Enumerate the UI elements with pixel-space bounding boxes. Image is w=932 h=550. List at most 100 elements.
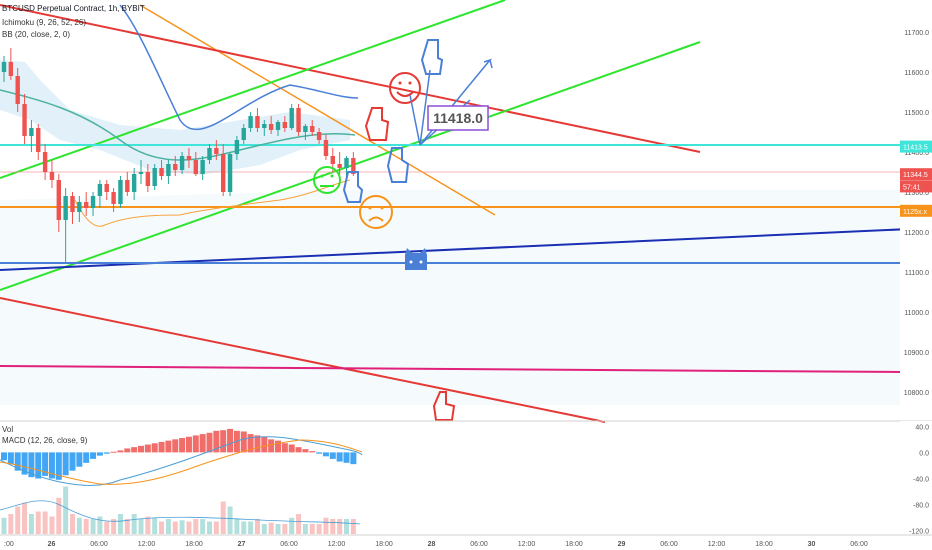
macd-tick-label: -40.0	[913, 477, 929, 484]
volume-bar	[248, 521, 254, 534]
candle-body	[131, 174, 137, 192]
candle-body	[275, 122, 281, 130]
macd-hist-bar	[138, 445, 144, 453]
volume-bar	[28, 514, 34, 534]
candle-body	[159, 168, 164, 176]
pointing-hand-icon-blue-mid	[386, 147, 410, 183]
volume-bar	[179, 520, 185, 534]
time-tick-label: 18:00	[185, 541, 203, 548]
macd-hist-bar	[261, 436, 268, 453]
macd-hist-bar	[103, 452, 110, 454]
time-tick-label: 26	[48, 541, 56, 548]
macd-hist-bar	[247, 434, 254, 453]
volume-bar	[296, 514, 302, 534]
volume-bar	[323, 517, 329, 534]
volume-bar	[124, 519, 130, 534]
macd-hist-bar	[295, 447, 302, 453]
candle-body	[316, 132, 322, 140]
volume-bar	[145, 516, 151, 534]
candle-body	[8, 62, 14, 76]
pointing-hand-icon-red-bottom	[432, 391, 456, 421]
time-tick-label: 12:00	[138, 541, 156, 548]
price-tags: 11413.5 11344.5 57:41 1125x.x	[900, 140, 932, 217]
volume-bar	[282, 524, 288, 534]
macd-hist-bar	[62, 452, 69, 476]
volume-bar	[302, 524, 308, 534]
macd-hist-bar	[329, 452, 336, 459]
time-tick-label: 06:00	[90, 541, 108, 548]
time-tick-label: 06:00	[660, 541, 678, 548]
macd-hist-bar	[124, 448, 131, 453]
candle-body	[36, 128, 41, 152]
price-tag-bg	[900, 168, 932, 181]
neutral-face-icon	[313, 166, 341, 194]
macd-hist-bar	[110, 451, 117, 453]
legend-vol: Vol	[2, 425, 13, 434]
volume-bar	[152, 517, 158, 534]
macd-hist-bar	[55, 452, 62, 480]
volume-bar	[49, 516, 55, 534]
time-tick-label: 06:00	[280, 541, 298, 548]
macd-hist-bar	[96, 452, 103, 456]
volume-bar	[104, 521, 110, 534]
macd-hist-bar	[213, 430, 220, 453]
macd-hist-bar	[220, 430, 227, 453]
macd-hist-bar	[350, 452, 357, 465]
bollinger-zone	[0, 190, 930, 405]
volume-bar	[220, 501, 226, 534]
volume-bar	[63, 486, 69, 534]
pointing-hand-icon-blue-top	[420, 39, 444, 75]
volume-bar	[70, 514, 75, 534]
trendline-red-upper	[0, 4, 701, 153]
trendline-magenta	[0, 365, 901, 373]
macd-hist-bar	[14, 452, 21, 471]
macd-axis: 40.0 0.0 -40.0 -80.0 -120.0	[909, 424, 929, 535]
legend-macd: MACD (12, 26, close, 9)	[2, 436, 87, 445]
macd-hist-bar	[227, 428, 234, 453]
volume-bar	[56, 497, 62, 534]
macd-hist-bar	[288, 444, 295, 453]
volume-bar	[22, 502, 28, 534]
macd-hist-bar	[28, 452, 35, 478]
macd-tick-label: -120.0	[909, 529, 929, 536]
candle-body	[200, 160, 205, 174]
candle-body	[63, 196, 68, 220]
ichimoku-line-blue	[119, 4, 359, 131]
symbol-label: BTCUSD Perpetual Contract, 1h, BYBIT	[2, 4, 145, 13]
candle-body	[118, 180, 123, 204]
pointing-hand-icon-blue-low	[342, 171, 364, 203]
candle-body	[227, 154, 233, 192]
macd-hist-bar	[192, 435, 199, 453]
candle-body	[29, 128, 34, 136]
candle-body	[221, 154, 226, 192]
candle-body	[152, 168, 157, 186]
volume-bar	[344, 519, 349, 534]
macd-hist-bar	[48, 452, 55, 479]
pointing-hand-icon-red	[364, 107, 390, 141]
candle-body	[125, 180, 130, 192]
volume-bar	[254, 519, 260, 534]
time-tick-label: :00	[4, 541, 14, 548]
candle-body	[111, 192, 116, 204]
candle-body	[193, 160, 198, 174]
volume-bar	[186, 521, 192, 534]
macd-line-blue	[0, 436, 363, 486]
trendline-green-upper	[0, 0, 506, 179]
macd-hist-bar	[268, 439, 275, 453]
macd-tick-label: 0.0	[919, 450, 929, 457]
time-tick-label: 12:00	[518, 541, 536, 548]
macd-hist-bar	[131, 447, 138, 453]
volume-bar	[316, 524, 322, 534]
macd-hist-bar	[69, 452, 76, 471]
legend-bb: BB (20, close, 2, 0)	[2, 30, 70, 39]
candle-body	[296, 108, 301, 132]
price-tick-label: 11500.0	[904, 110, 929, 117]
time-tick-label: 06:00	[850, 541, 868, 548]
volume-bar	[1, 517, 7, 534]
macd-hist-bar	[83, 452, 90, 463]
volume-bar	[42, 511, 48, 534]
candle-body	[330, 156, 335, 164]
candle-body	[1, 62, 7, 72]
volume-bar	[159, 521, 165, 534]
volume-bar	[275, 524, 281, 534]
